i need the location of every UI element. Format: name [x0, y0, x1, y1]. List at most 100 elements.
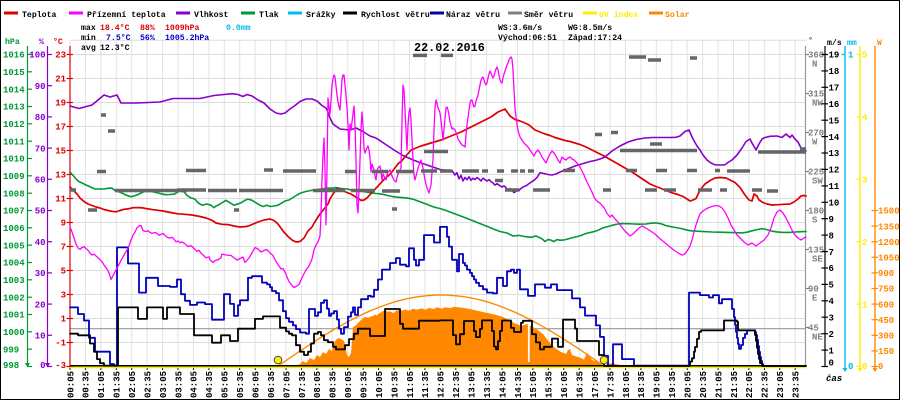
svg-text:10: 10	[829, 199, 840, 209]
svg-text:6: 6	[829, 264, 834, 274]
svg-text:0: 0	[848, 362, 853, 372]
svg-text:15: 15	[829, 116, 840, 126]
svg-text:5: 5	[829, 281, 834, 291]
svg-text:9: 9	[829, 215, 834, 225]
svg-text:16: 16	[829, 100, 840, 110]
svg-text:mm: mm	[847, 39, 857, 48]
svg-text:1500: 1500	[878, 207, 899, 217]
svg-text:12.3°C: 12.3°C	[100, 44, 130, 53]
svg-text:7: 7	[829, 248, 834, 258]
svg-text:03:35: 03:35	[174, 371, 184, 398]
svg-text:14:05: 14:05	[498, 371, 508, 398]
svg-text:21:05: 21:05	[714, 371, 724, 398]
svg-text:3: 3	[829, 313, 834, 323]
svg-text:08:05: 08:05	[313, 371, 323, 398]
svg-text:1012: 1012	[3, 120, 25, 130]
svg-text:17: 17	[55, 123, 66, 133]
svg-text:SW: SW	[812, 177, 823, 187]
svg-text:°C: °C	[53, 38, 63, 47]
svg-text:01:05: 01:05	[97, 371, 107, 398]
svg-text:°: °	[808, 37, 813, 46]
svg-text:1006: 1006	[3, 224, 25, 234]
svg-text:20:35: 20:35	[699, 371, 709, 398]
svg-text:30: 30	[35, 269, 46, 279]
svg-text:18: 18	[829, 67, 840, 77]
svg-text:Srážky: Srážky	[306, 10, 336, 20]
svg-text:88%: 88%	[140, 24, 155, 33]
svg-text:čas: čas	[826, 374, 842, 384]
svg-text:11:35: 11:35	[421, 371, 431, 398]
svg-text:270: 270	[808, 129, 824, 139]
svg-text:18.4°C: 18.4°C	[100, 24, 130, 33]
svg-text:1350: 1350	[878, 222, 899, 232]
svg-text:998: 998	[3, 361, 19, 371]
svg-text:18:05: 18:05	[622, 371, 632, 398]
svg-text:450: 450	[878, 316, 894, 326]
svg-text:UV index: UV index	[599, 10, 638, 20]
svg-text:45: 45	[808, 324, 819, 334]
svg-text:06:35: 06:35	[267, 371, 277, 398]
svg-text:3: 3	[862, 176, 867, 186]
svg-text:Solar: Solar	[665, 10, 690, 20]
svg-text:1005: 1005	[3, 241, 25, 251]
svg-text:1: 1	[61, 315, 67, 325]
svg-text:0.0mm: 0.0mm	[226, 24, 251, 33]
svg-text:1016: 1016	[3, 51, 25, 61]
svg-text:%: %	[39, 38, 44, 47]
svg-text:Přízemní teplota: Přízemní teplota	[87, 10, 166, 20]
svg-text:315: 315	[808, 90, 824, 100]
svg-text:19: 19	[829, 51, 840, 61]
svg-text:-1: -1	[55, 339, 66, 349]
svg-text:600: 600	[878, 300, 894, 310]
svg-text:1003: 1003	[3, 276, 25, 286]
svg-text:21:35: 21:35	[730, 371, 740, 398]
svg-text:2: 2	[829, 330, 834, 340]
svg-text:10: 10	[35, 332, 46, 342]
svg-text:02:05: 02:05	[128, 371, 138, 398]
svg-text:10:05: 10:05	[375, 371, 385, 398]
svg-text:09:05: 09:05	[344, 371, 354, 398]
svg-text:9: 9	[61, 219, 66, 229]
svg-text:W: W	[812, 138, 818, 148]
svg-text:20: 20	[35, 300, 46, 310]
svg-text:13:05: 13:05	[468, 371, 478, 398]
svg-text:0: 0	[40, 361, 45, 371]
svg-text:11:05: 11:05	[406, 371, 416, 398]
svg-text:21: 21	[55, 75, 66, 85]
svg-text:135: 135	[808, 246, 824, 256]
svg-text:1010: 1010	[3, 155, 25, 165]
svg-text:Teplota: Teplota	[22, 10, 56, 20]
svg-text:90: 90	[35, 82, 46, 92]
svg-text:7.5°C: 7.5°C	[106, 34, 131, 43]
svg-text:23:35: 23:35	[792, 371, 802, 398]
svg-text:100: 100	[29, 51, 45, 61]
svg-text:15: 15	[55, 147, 66, 157]
svg-text:05:05: 05:05	[221, 371, 231, 398]
svg-text:300: 300	[878, 332, 894, 342]
svg-text:1008: 1008	[3, 189, 25, 199]
svg-text:1007: 1007	[3, 207, 25, 217]
svg-text:80: 80	[35, 113, 46, 123]
svg-text:1002: 1002	[3, 293, 25, 303]
svg-text:16:35: 16:35	[576, 371, 586, 398]
svg-text:WS:3.6m/s: WS:3.6m/s	[498, 23, 542, 33]
svg-text:750: 750	[878, 285, 894, 295]
svg-text:22:35: 22:35	[761, 371, 771, 398]
svg-text:5: 5	[862, 51, 867, 61]
svg-text:16:05: 16:05	[560, 371, 570, 398]
svg-text:1015: 1015	[3, 68, 25, 78]
svg-text:22:05: 22:05	[745, 371, 755, 398]
svg-text:14: 14	[829, 133, 840, 143]
svg-text:19:05: 19:05	[653, 371, 663, 398]
svg-text:0: 0	[878, 362, 883, 372]
svg-text:00:05: 00:05	[66, 371, 76, 398]
svg-text:00:35: 00:35	[82, 371, 92, 398]
svg-text:11: 11	[829, 182, 840, 192]
svg-text:5: 5	[61, 267, 66, 277]
svg-text:E: E	[812, 294, 818, 304]
svg-text:15:05: 15:05	[529, 371, 539, 398]
svg-text:22.02.2016: 22.02.2016	[414, 41, 485, 55]
svg-text:max: max	[81, 24, 96, 33]
svg-text:1: 1	[862, 300, 868, 310]
svg-text:60: 60	[35, 176, 46, 186]
